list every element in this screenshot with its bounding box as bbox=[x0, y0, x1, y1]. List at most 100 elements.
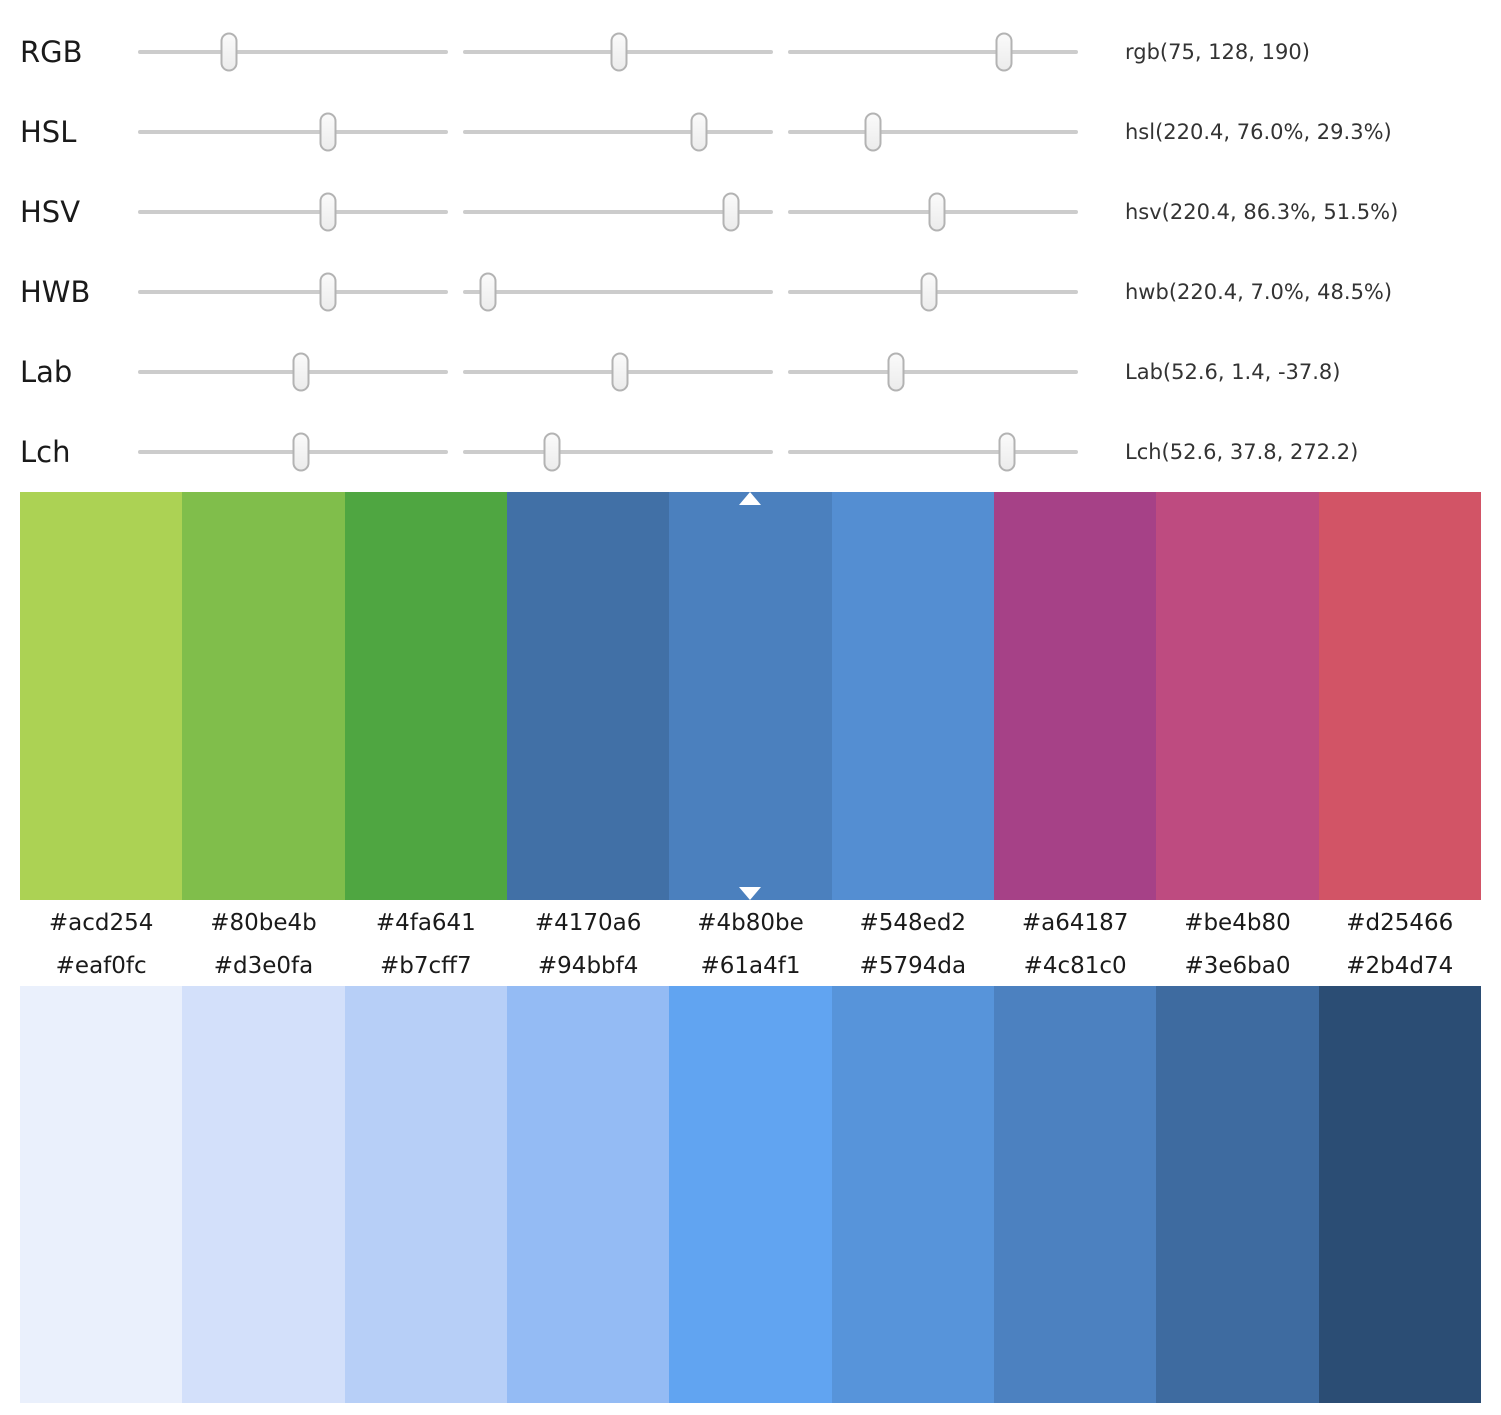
top-palette-labels: #acd254 #80be4b #4fa641 #4170a6 #4b80be #548e… bbox=[20, 900, 1481, 946]
slider-track[interactable] bbox=[138, 269, 448, 315]
slider-handle[interactable] bbox=[292, 432, 310, 472]
slider-handle[interactable] bbox=[319, 272, 337, 312]
slider-track-line bbox=[463, 130, 773, 134]
bottom-swatch[interactable] bbox=[20, 986, 183, 1403]
color-value-text: Lab(52.6, 1.4, -37.8) bbox=[1125, 360, 1341, 384]
swatch-hex-label: #d25466 bbox=[1346, 910, 1454, 936]
slider-handle[interactable] bbox=[690, 112, 708, 152]
top-swatch[interactable] bbox=[20, 492, 183, 900]
slider-track-line bbox=[138, 130, 448, 134]
slider-handle[interactable] bbox=[928, 192, 946, 232]
top-swatch[interactable] bbox=[993, 492, 1157, 900]
swatch-hex-label: #2b4d74 bbox=[1346, 953, 1454, 979]
colorspace-label: Lab bbox=[20, 355, 73, 389]
top-swatch[interactable] bbox=[506, 492, 670, 900]
slider-handle[interactable] bbox=[610, 32, 628, 72]
slider-handle[interactable] bbox=[292, 352, 310, 392]
swatch-hex-label: #61a4f1 bbox=[700, 953, 801, 979]
top-swatch[interactable] bbox=[344, 492, 507, 900]
slider-track[interactable] bbox=[788, 269, 1078, 315]
colorspace-label: RGB bbox=[20, 35, 83, 69]
slider-track[interactable] bbox=[463, 349, 773, 395]
colorspace-label: HSL bbox=[20, 115, 77, 149]
selection-caret-top-icon bbox=[739, 492, 762, 505]
bottom-swatch[interactable] bbox=[993, 986, 1157, 1403]
slider-track[interactable] bbox=[463, 109, 773, 155]
slider-track[interactable] bbox=[463, 429, 773, 475]
color-value-text: hsl(220.4, 76.0%, 29.3%) bbox=[1125, 120, 1392, 144]
swatch-hex-label: #be4b80 bbox=[1184, 910, 1291, 936]
bottom-swatch[interactable] bbox=[506, 986, 670, 1403]
slider-track-line bbox=[138, 210, 448, 214]
bottom-swatch[interactable] bbox=[831, 986, 994, 1403]
bottom-swatch[interactable] bbox=[1156, 986, 1319, 1403]
slider-track[interactable] bbox=[788, 349, 1078, 395]
swatch-hex-label: #4170a6 bbox=[534, 910, 642, 936]
slider-track[interactable] bbox=[463, 189, 773, 235]
slider-track[interactable] bbox=[138, 109, 448, 155]
slider-track[interactable] bbox=[463, 269, 773, 315]
color-value-text: hwb(220.4, 7.0%, 48.5%) bbox=[1125, 280, 1393, 304]
slider-handle[interactable] bbox=[319, 192, 337, 232]
swatch-hex-label: #4c81c0 bbox=[1023, 953, 1127, 979]
bottom-swatch[interactable] bbox=[669, 986, 832, 1403]
slider-handle[interactable] bbox=[920, 272, 938, 312]
bottom-swatch[interactable] bbox=[182, 986, 345, 1403]
slider-track-line bbox=[463, 450, 773, 454]
slider-track[interactable] bbox=[138, 349, 448, 395]
slider-track[interactable] bbox=[138, 429, 448, 475]
swatch-hex-label: #4b80be bbox=[697, 910, 804, 936]
slider-handle[interactable] bbox=[543, 432, 561, 472]
slider-row-lab: Lab Lab(52.6, 1.4, -37.8) bbox=[20, 332, 1501, 412]
top-swatch[interactable] bbox=[669, 492, 832, 900]
slider-track[interactable] bbox=[138, 189, 448, 235]
top-swatch[interactable] bbox=[831, 492, 994, 900]
top-swatch[interactable] bbox=[1156, 492, 1319, 900]
slider-handle[interactable] bbox=[995, 32, 1013, 72]
swatch-hex-label: #eaf0fc bbox=[55, 953, 147, 979]
bottom-swatch[interactable] bbox=[344, 986, 507, 1403]
slider-handle[interactable] bbox=[611, 352, 629, 392]
top-swatch[interactable] bbox=[1318, 492, 1481, 900]
slider-handle[interactable] bbox=[864, 112, 882, 152]
swatch-hex-label: #4fa641 bbox=[375, 910, 476, 936]
color-value-text: Lch(52.6, 37.8, 272.2) bbox=[1125, 440, 1359, 464]
slider-handle[interactable] bbox=[479, 272, 497, 312]
selection-caret-bottom-icon bbox=[739, 887, 762, 900]
slider-track[interactable] bbox=[138, 29, 448, 75]
slider-track-line bbox=[788, 130, 1078, 134]
swatch-hex-label: #5794da bbox=[859, 953, 967, 979]
slider-row-hsl: HSL hsl(220.4, 76.0%, 29.3%) bbox=[20, 92, 1501, 172]
slider-track[interactable] bbox=[788, 429, 1078, 475]
slider-track-line bbox=[138, 290, 448, 294]
swatch-hex-label: #94bbf4 bbox=[537, 953, 639, 979]
slider-handle[interactable] bbox=[319, 112, 337, 152]
slider-track-line bbox=[463, 290, 773, 294]
swatch-hex-label: #80be4b bbox=[210, 910, 317, 936]
slider-row-hwb: HWB hwb(220.4, 7.0%, 48.5%) bbox=[20, 252, 1501, 332]
slider-handle[interactable] bbox=[722, 192, 740, 232]
slider-track-line bbox=[788, 370, 1078, 374]
color-value-text: rgb(75, 128, 190) bbox=[1125, 40, 1310, 64]
slider-track[interactable] bbox=[788, 189, 1078, 235]
slider-row-hsv: HSV hsv(220.4, 86.3%, 51.5%) bbox=[20, 172, 1501, 252]
slider-row-lch: Lch Lch(52.6, 37.8, 272.2) bbox=[20, 412, 1501, 492]
bottom-palette bbox=[20, 986, 1481, 1403]
slider-track[interactable] bbox=[788, 109, 1078, 155]
slider-handle[interactable] bbox=[887, 352, 905, 392]
colorspace-label: Lch bbox=[20, 435, 71, 469]
slider-handle[interactable] bbox=[220, 32, 238, 72]
swatch-hex-label: #a64187 bbox=[1021, 910, 1129, 936]
slider-track-line bbox=[788, 50, 1078, 54]
top-swatch[interactable] bbox=[182, 492, 345, 900]
bottom-swatch[interactable] bbox=[1318, 986, 1481, 1403]
slider-track[interactable] bbox=[463, 29, 773, 75]
slider-handle[interactable] bbox=[998, 432, 1016, 472]
swatch-hex-label: #d3e0fa bbox=[213, 953, 314, 979]
swatch-hex-label: #3e6ba0 bbox=[1184, 953, 1291, 979]
slider-track-line bbox=[138, 50, 448, 54]
colorspace-label: HWB bbox=[20, 275, 91, 309]
slider-track-line bbox=[788, 450, 1078, 454]
slider-track[interactable] bbox=[788, 29, 1078, 75]
